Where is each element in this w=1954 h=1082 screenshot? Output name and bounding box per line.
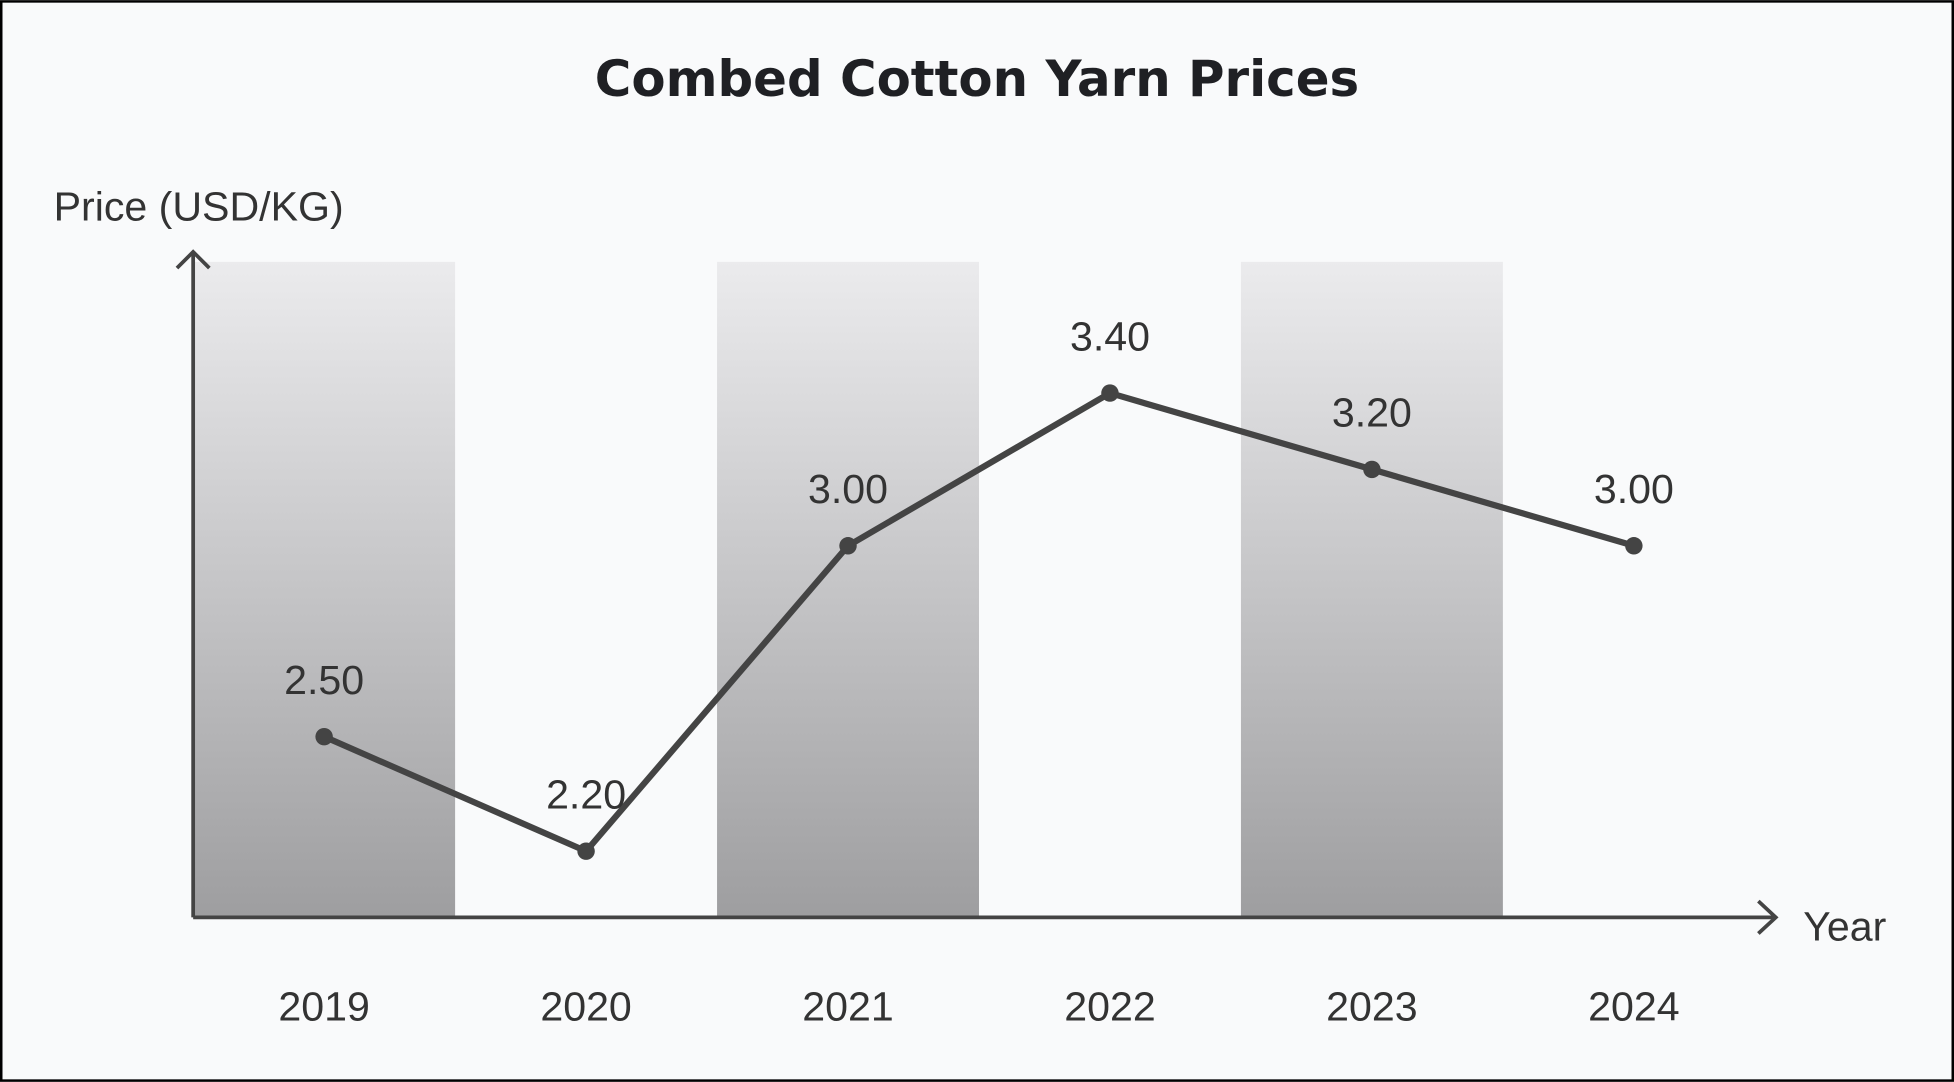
x-tick-label: 2020 (540, 983, 631, 1029)
point (1363, 460, 1381, 479)
point (1625, 537, 1643, 555)
x-tick-label: 2024 (1588, 983, 1679, 1029)
point (1101, 384, 1119, 402)
value-label: 2.20 (546, 771, 626, 817)
point (315, 727, 333, 746)
value-label: 2.50 (284, 657, 364, 703)
band (717, 261, 979, 917)
chart-title: Combed Cotton Yarn Prices (595, 50, 1359, 108)
value-label: 3.40 (1070, 313, 1150, 359)
value-label: 3.20 (1332, 390, 1412, 436)
band (1240, 261, 1503, 917)
x-tick-label: 2021 (802, 983, 893, 1029)
x-axis-label: Year (1803, 904, 1886, 950)
line (322, 389, 1635, 855)
x-tick-label: 2023 (1326, 983, 1417, 1029)
y-axis-label: Price (USD/KG) (54, 183, 344, 229)
axes (175, 249, 1779, 935)
bands (193, 261, 1503, 917)
x-tick-label: 2019 (278, 983, 369, 1029)
point (839, 537, 857, 555)
value-label: 3.00 (808, 466, 888, 512)
x-arrow (1757, 899, 1779, 935)
value-label: 3.00 (1594, 466, 1674, 512)
point (577, 842, 595, 860)
band (193, 261, 456, 917)
x-tick-label: 2022 (1064, 983, 1155, 1029)
y-arrow (175, 249, 211, 270)
